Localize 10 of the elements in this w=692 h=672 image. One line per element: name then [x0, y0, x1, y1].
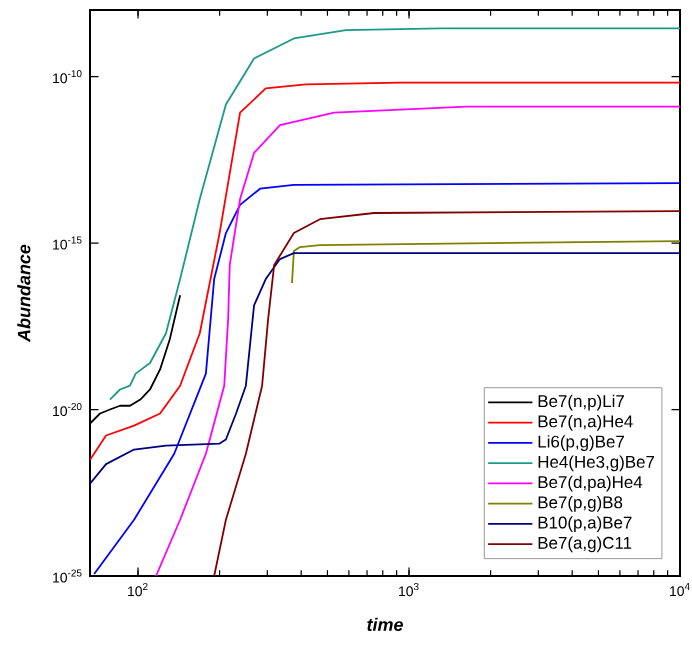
legend-label: Be7(n,p)Li7: [538, 394, 624, 411]
legend-label: Li6(p,g)Be7: [538, 435, 624, 451]
legend-label: B10(p,a)Be7: [538, 516, 632, 532]
legend-label: Be7(a,g)C11: [538, 536, 632, 553]
legend-label: Be7(p,g)B8: [538, 495, 623, 512]
legend-label: Be7(n,a)He4: [538, 414, 633, 431]
y-axis-title: Abundance: [17, 244, 31, 343]
legend-label: He4(He3,g)Be7: [538, 455, 655, 472]
legend-label: Be7(d,pa)He4: [538, 475, 643, 492]
x-axis-title: time: [367, 617, 403, 631]
